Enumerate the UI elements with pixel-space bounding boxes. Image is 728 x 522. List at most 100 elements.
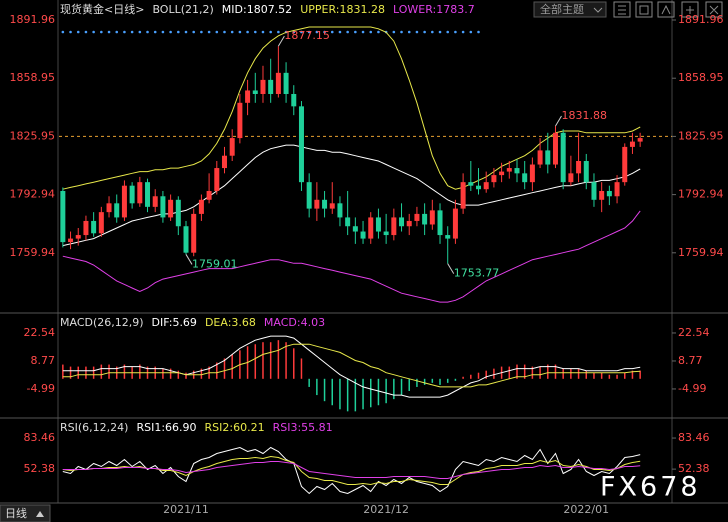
candle-body (560, 132, 566, 183)
candle-body (129, 185, 135, 204)
candle-body (468, 182, 474, 186)
signal-dot (431, 30, 434, 34)
signal-dot (207, 30, 211, 34)
signal-dot (315, 30, 319, 34)
candle-body (145, 182, 151, 207)
candle-body (522, 173, 528, 183)
candle-body (437, 210, 443, 236)
candle-body (175, 199, 181, 227)
annotation-pointer (555, 115, 562, 127)
signal-dot (177, 30, 180, 34)
signal-dot (438, 30, 442, 34)
candle-body (121, 185, 127, 218)
candle-body (591, 182, 597, 200)
y-tick-label: 1825.95 (678, 129, 724, 142)
candle-body (499, 171, 505, 176)
annotation: 1831.88 (561, 109, 607, 122)
signal-dot (69, 30, 72, 34)
signal-dot (146, 30, 149, 34)
period-tab[interactable] (0, 504, 51, 522)
signal-dot (138, 30, 142, 34)
signal-dot (423, 30, 426, 34)
y-tick-label: 22.54 (678, 326, 710, 339)
toolbar-button[interactable] (635, 1, 653, 18)
legend-entry: 现货黄金<日线> (60, 2, 144, 16)
toolbar-button[interactable] (681, 1, 699, 18)
indicator-line (62, 26, 641, 190)
candle-body (360, 231, 366, 239)
x-tick-label: 2021/12 (363, 503, 409, 516)
y-tick-label: 22.54 (24, 326, 56, 339)
candle-body (252, 90, 258, 94)
candle-body (622, 146, 628, 183)
indicator-line (62, 144, 641, 247)
candle-body (314, 199, 320, 209)
candle-body (83, 220, 89, 236)
legend-entry: MID:1807.52 (222, 3, 292, 16)
signal-dot (238, 30, 242, 34)
y-tick-label: 1792.94 (678, 188, 724, 201)
x-tick-label: 2021/11 (163, 503, 209, 516)
legend-entry: RSI(6,12,24) (60, 421, 128, 434)
candle-body (506, 168, 512, 172)
signal-dot (454, 30, 457, 34)
toolbar-button[interactable] (705, 1, 723, 18)
y-tick-label: 1792.94 (10, 188, 56, 201)
signal-dot (61, 30, 65, 34)
theme-button[interactable] (533, 1, 607, 18)
y-tick-label: 1759.94 (10, 246, 56, 259)
candle-body (268, 79, 274, 94)
candle-body (606, 190, 612, 197)
signal-dot (338, 30, 342, 34)
signal-dot (300, 30, 303, 34)
y-tick-label: 1891.96 (10, 13, 56, 26)
signal-dot (369, 30, 373, 34)
legend-entry: UPPER:1831.28 (300, 3, 385, 16)
signal-dot (400, 30, 403, 34)
legend-entry: DIF:5.69 (152, 316, 197, 329)
candle-body (291, 93, 297, 107)
signal-dot (246, 30, 249, 34)
candle-body (406, 220, 412, 227)
signal-dot (277, 30, 280, 34)
y-tick-label: 1891.96 (678, 13, 724, 26)
signal-dot (292, 30, 296, 34)
candle-body (160, 196, 166, 218)
candle-body (552, 132, 558, 165)
toolbar-button[interactable] (657, 1, 675, 18)
signal-dot (323, 30, 326, 34)
signal-dot (184, 30, 188, 34)
candle-body (568, 173, 574, 183)
signal-dot (446, 30, 450, 34)
legend-entry: RSI3:55.81 (273, 421, 333, 434)
signal-dot (192, 30, 196, 34)
candle-body (206, 190, 212, 200)
candle-body (345, 217, 351, 227)
candle-body (599, 190, 605, 200)
y-tick-label: -4.99 (27, 382, 55, 395)
candle-body (383, 231, 389, 236)
signal-dot (200, 30, 203, 34)
signal-dot (330, 30, 334, 34)
candle-body (106, 203, 112, 213)
candle-body (229, 138, 235, 156)
signal-dot (169, 30, 172, 34)
candle-body (214, 168, 220, 191)
watermark: FX678 (600, 472, 701, 503)
candle-body (168, 199, 174, 218)
signal-dot (354, 30, 357, 34)
candle-body (221, 155, 227, 169)
toolbar-button[interactable] (613, 1, 631, 18)
legend-entry: RSI2:60.21 (205, 421, 265, 434)
candle-body (375, 217, 381, 232)
candle-body (283, 72, 289, 94)
signal-dot (84, 30, 88, 34)
dropdown-arrow (593, 7, 603, 13)
signal-dot (261, 30, 265, 34)
candle-body (368, 217, 374, 239)
y-tick-label: 83.46 (24, 431, 56, 444)
signal-dot (377, 30, 380, 34)
candle-body (298, 106, 304, 183)
